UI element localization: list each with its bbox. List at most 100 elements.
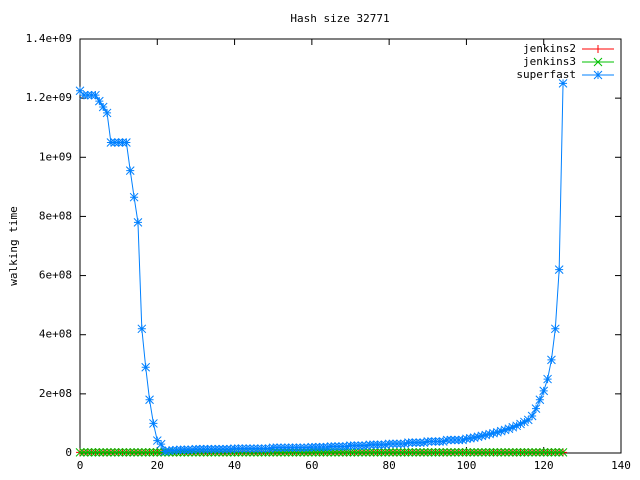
data-point [141, 362, 151, 372]
data-point [106, 448, 116, 457]
x-tick-label: 0 [77, 459, 84, 472]
data-point [411, 448, 421, 457]
data-point [543, 448, 552, 457]
data-point [543, 374, 552, 384]
data-point [508, 422, 518, 432]
data-point [79, 448, 89, 457]
data-point [485, 429, 494, 439]
data-point [535, 448, 545, 457]
data-point [129, 192, 139, 202]
data-point [469, 448, 479, 457]
data-point [473, 448, 483, 457]
data-point [419, 448, 429, 457]
data-point [477, 448, 487, 457]
data-point [404, 448, 413, 457]
data-point [547, 355, 556, 365]
x-tick-label: 80 [383, 459, 396, 472]
data-point [365, 448, 375, 457]
data-point [75, 448, 85, 457]
y-tick-label: 1.2e+09 [26, 91, 72, 104]
x-tick-label: 100 [456, 459, 476, 472]
data-point [473, 432, 483, 442]
data-point [129, 448, 139, 457]
data-point [431, 448, 440, 457]
data-point [446, 448, 456, 457]
x-tick-label: 20 [151, 459, 164, 472]
data-point [442, 448, 452, 457]
data-point [137, 324, 147, 334]
data-point [377, 448, 386, 457]
data-point [462, 434, 471, 444]
data-point [492, 448, 502, 457]
data-point [102, 448, 112, 457]
data-point [303, 443, 313, 453]
data-point [427, 448, 437, 457]
x-tick-label: 140 [611, 459, 631, 472]
data-point [438, 448, 448, 457]
data-point [492, 427, 502, 437]
data-point [512, 448, 522, 457]
data-point [531, 404, 541, 413]
data-point [465, 448, 475, 457]
data-point [133, 448, 143, 457]
x-tick-label: 120 [534, 459, 554, 472]
data-point [145, 448, 154, 457]
data-point [512, 421, 522, 431]
data-point [114, 448, 123, 457]
data-point [407, 448, 417, 457]
data-point [481, 448, 491, 457]
legend-label: jenkins3 [523, 55, 576, 68]
data-point [75, 86, 85, 96]
data-point [558, 448, 568, 457]
data-point [454, 448, 464, 457]
legend-marker [593, 57, 603, 67]
data-point [361, 441, 371, 450]
data-point [516, 448, 525, 457]
data-point [531, 448, 541, 457]
data-point [373, 448, 382, 457]
data-point [122, 448, 131, 457]
data-point [458, 435, 467, 445]
data-point [141, 448, 151, 457]
y-tick-label: 8e+08 [39, 209, 72, 222]
data-point [149, 419, 158, 428]
data-point [539, 386, 549, 396]
data-point [400, 448, 409, 457]
y-tick-label: 4e+08 [39, 328, 72, 341]
legend-marker [593, 70, 603, 80]
data-point [152, 448, 162, 457]
data-point [469, 433, 479, 442]
data-point [400, 439, 409, 449]
data-point [554, 265, 564, 275]
data-point [145, 395, 154, 405]
data-point [388, 448, 398, 457]
data-point [435, 448, 444, 457]
data-point [94, 96, 104, 106]
data-point [465, 433, 475, 443]
data-point [122, 138, 131, 147]
legend-marker [594, 45, 602, 53]
data-point [342, 442, 351, 451]
data-point [547, 448, 556, 457]
data-point [558, 79, 568, 88]
legend-label: jenkins2 [523, 42, 576, 55]
data-point [520, 417, 529, 427]
data-point [508, 448, 518, 457]
data-point [485, 448, 494, 457]
data-point [187, 445, 197, 455]
data-point [415, 448, 425, 457]
data-point [91, 90, 100, 100]
data-point [160, 447, 170, 456]
data-point [477, 431, 487, 441]
data-point [500, 448, 510, 457]
data-point [149, 448, 158, 457]
y-tick-label: 2e+08 [39, 387, 72, 400]
data-point [481, 430, 491, 440]
data-point [500, 425, 510, 435]
data-point [392, 448, 402, 457]
data-point [102, 108, 112, 118]
x-tick-label: 60 [305, 459, 318, 472]
y-tick-label: 1e+09 [39, 150, 72, 163]
